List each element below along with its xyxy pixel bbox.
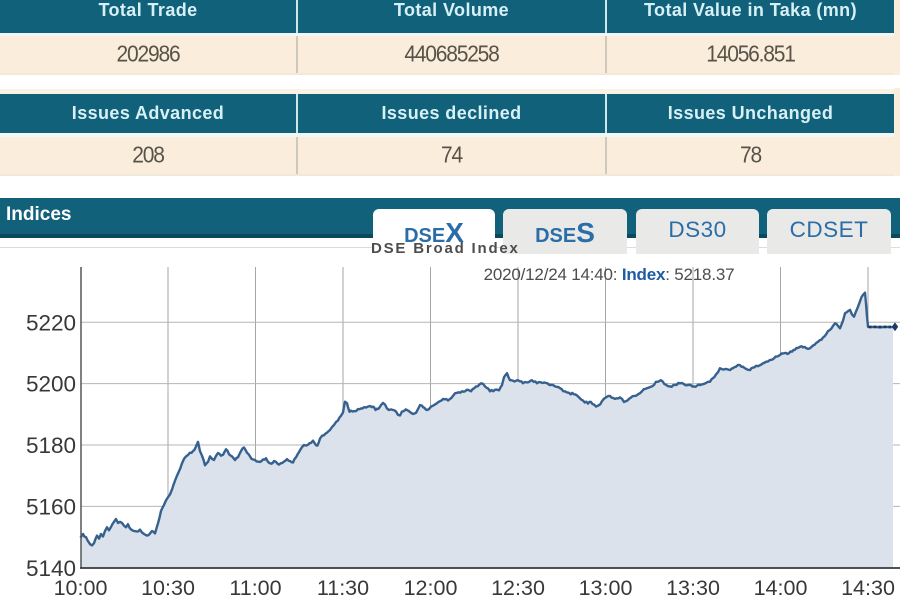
svg-text:10:00: 10:00	[54, 576, 108, 600]
svg-text:10:30: 10:30	[141, 576, 195, 600]
svg-text:12:00: 12:00	[404, 576, 458, 600]
svg-text:13:00: 13:00	[579, 576, 633, 600]
svg-text:5180: 5180	[26, 433, 76, 458]
svg-text:5160: 5160	[26, 495, 76, 520]
svg-text:5200: 5200	[26, 372, 76, 397]
svg-text:5140: 5140	[26, 556, 76, 581]
svg-text:11:00: 11:00	[229, 576, 281, 600]
svg-text:13:30: 13:30	[666, 576, 720, 600]
svg-text:5220: 5220	[26, 310, 76, 335]
svg-text:14:00: 14:00	[754, 576, 808, 600]
svg-text:12:30: 12:30	[491, 576, 545, 600]
svg-text:14:30: 14:30	[841, 576, 895, 600]
svg-text:11:30: 11:30	[317, 576, 369, 600]
svg-text:2020/12/24 14:40: Index: 5218.: 2020/12/24 14:40: Index: 5218.37	[484, 265, 735, 284]
